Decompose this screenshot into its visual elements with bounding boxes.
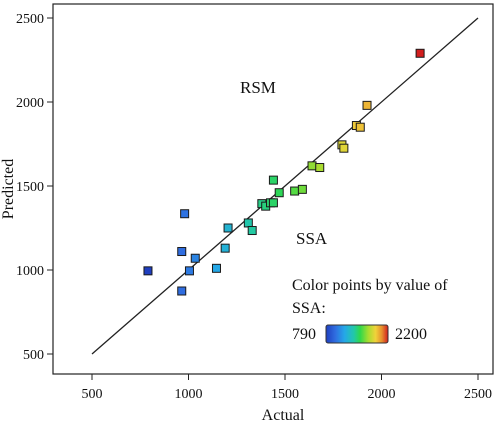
data-point <box>177 247 187 257</box>
data-point <box>243 218 253 228</box>
data-point <box>355 122 365 132</box>
x-tick-label: 2500 <box>464 387 492 402</box>
y-tick-label: 1000 <box>16 264 44 279</box>
legend-min-label: 790 <box>292 326 316 343</box>
data-point <box>315 163 325 173</box>
legend-max-label: 2200 <box>395 326 427 343</box>
data-point <box>211 263 221 273</box>
x-tick-label: 2000 <box>368 387 396 402</box>
x-axis-title: Actual <box>262 407 305 424</box>
ssa-annotation: SSA <box>296 229 328 248</box>
y-axis-ticks: 500 1000 1500 2000 2500 <box>16 12 53 363</box>
data-point <box>180 209 190 219</box>
data-point <box>177 286 187 296</box>
data-point <box>297 184 307 194</box>
data-point <box>223 223 233 233</box>
x-tick-label: 500 <box>82 387 103 402</box>
y-axis-title: Predicted <box>0 159 17 219</box>
data-point <box>143 266 153 276</box>
legend-color-bar <box>325 324 389 344</box>
x-axis-ticks: 500 1000 1500 2000 2500 <box>82 374 492 402</box>
legend-title-line2: SSA: <box>292 300 326 317</box>
data-point <box>190 253 200 263</box>
y-tick-label: 500 <box>23 348 44 363</box>
legend-title-line1: Color points by value of <box>292 277 448 294</box>
data-point <box>268 175 278 185</box>
x-tick-label: 1500 <box>271 387 299 402</box>
y-tick-label: 1500 <box>16 180 44 195</box>
y-tick-label: 2500 <box>16 12 44 27</box>
data-point <box>307 161 317 171</box>
y-tick-label: 2000 <box>16 96 44 111</box>
data-point <box>339 143 349 153</box>
plot-frame <box>52 3 494 375</box>
data-points <box>143 48 425 296</box>
data-point <box>184 266 194 276</box>
data-point <box>268 198 278 208</box>
reference-line <box>91 17 479 355</box>
data-point <box>415 48 425 58</box>
color-legend: Color points by value of SSA: 790 2200 <box>292 277 448 344</box>
data-point <box>220 243 230 253</box>
x-tick-label: 1000 <box>175 387 203 402</box>
rsm-annotation: RSM <box>240 78 276 97</box>
data-point <box>362 100 372 110</box>
data-point <box>290 186 300 196</box>
data-point <box>274 188 284 198</box>
data-point <box>247 226 257 236</box>
